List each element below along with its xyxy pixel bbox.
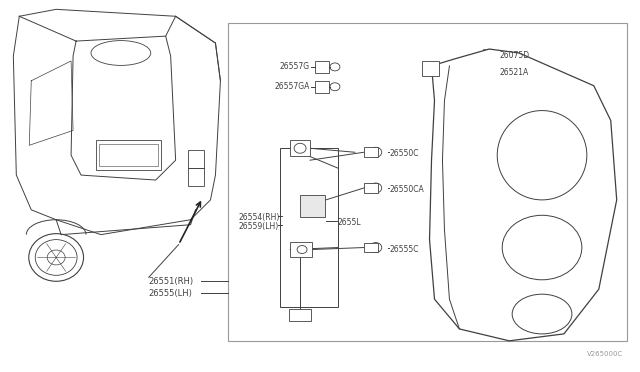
Bar (422, 61, 440, 76)
Ellipse shape (493, 67, 499, 71)
Bar (96, 140, 161, 170)
Ellipse shape (35, 240, 77, 275)
Text: 26557GA: 26557GA (275, 82, 310, 91)
Ellipse shape (497, 110, 587, 200)
Bar (290, 140, 310, 156)
Bar (315, 61, 329, 73)
Text: 26559(LH): 26559(LH) (238, 222, 278, 231)
Ellipse shape (502, 215, 582, 280)
Text: 26075D: 26075D (499, 51, 529, 60)
Bar (364, 243, 378, 253)
Text: V265000C: V265000C (588, 351, 623, 357)
Ellipse shape (512, 294, 572, 334)
Text: 26555C: 26555C (390, 244, 419, 254)
Ellipse shape (492, 51, 497, 55)
Bar (484, 66, 493, 73)
Text: 2655L: 2655L (338, 218, 362, 227)
Text: 26550CA: 26550CA (390, 185, 424, 194)
Text: 26550C: 26550C (390, 149, 419, 158)
Bar (315, 81, 329, 93)
Ellipse shape (294, 143, 306, 153)
Text: 26521A: 26521A (499, 68, 529, 77)
Bar (280, 148, 338, 307)
Ellipse shape (330, 83, 340, 91)
Bar (290, 241, 312, 257)
Bar (228, 23, 627, 341)
Bar (99, 144, 157, 166)
Polygon shape (429, 49, 617, 341)
Text: 26554(RH): 26554(RH) (238, 213, 280, 222)
Bar (300, 195, 325, 217)
Text: 26551(RH): 26551(RH) (148, 277, 194, 286)
Text: 26557G: 26557G (280, 62, 310, 71)
Bar (289, 309, 311, 321)
Text: 26555(LH): 26555(LH) (148, 289, 193, 298)
Bar (188, 150, 204, 186)
Ellipse shape (370, 147, 381, 157)
Ellipse shape (370, 183, 381, 193)
Bar (364, 183, 378, 193)
Ellipse shape (47, 250, 65, 265)
Bar (483, 49, 492, 57)
Ellipse shape (330, 63, 340, 71)
Bar (364, 147, 378, 157)
Ellipse shape (370, 243, 381, 253)
Ellipse shape (91, 41, 151, 65)
Ellipse shape (29, 234, 84, 281)
Ellipse shape (297, 246, 307, 253)
